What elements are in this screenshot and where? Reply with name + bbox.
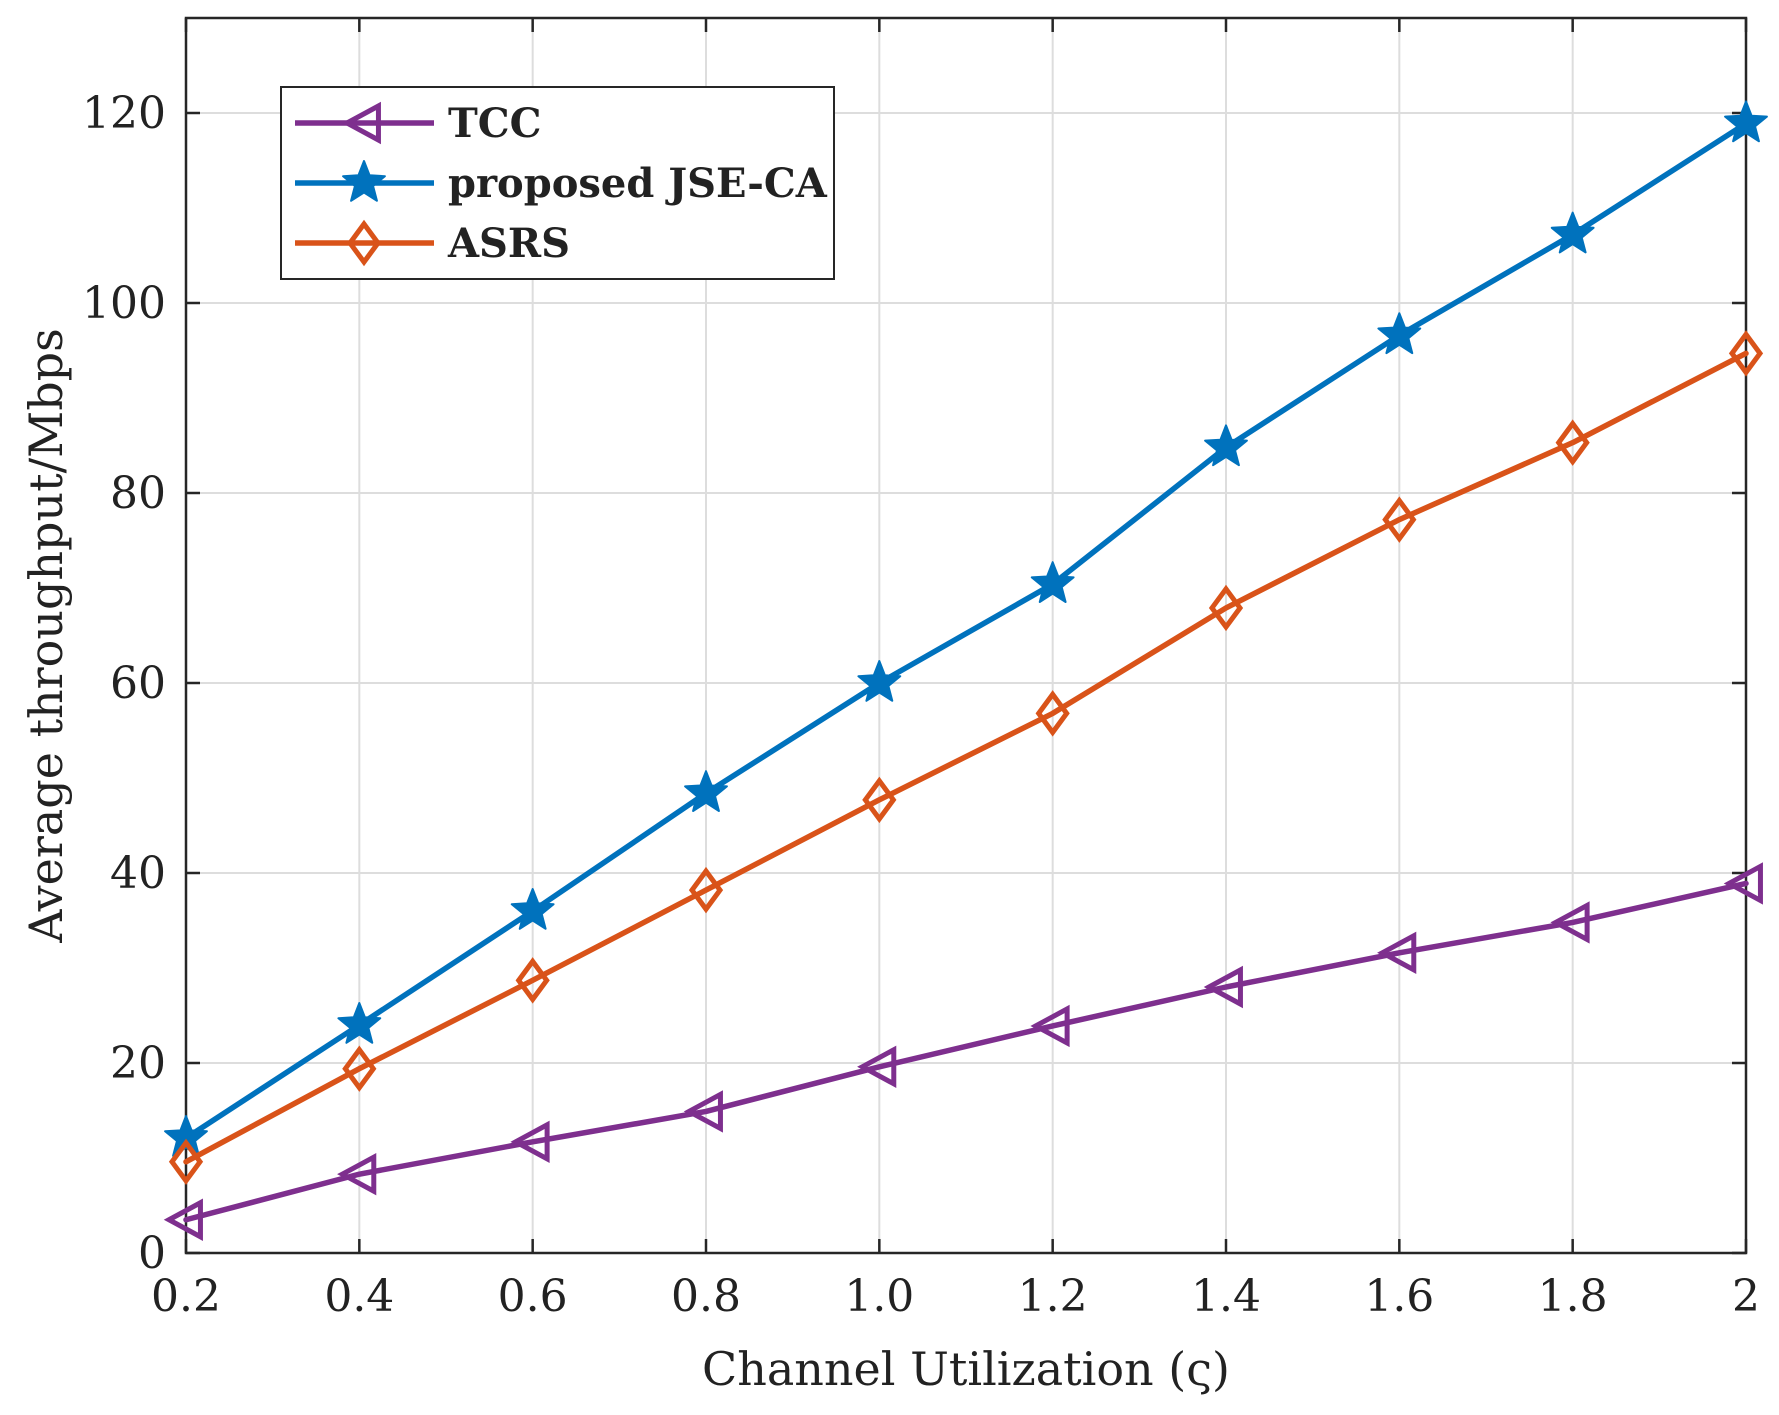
data-point (337, 1002, 382, 1044)
data-point (1377, 931, 1417, 974)
data-point (1723, 862, 1763, 905)
series-line (183, 120, 1749, 1141)
x-tick-label: 0.2 (151, 1271, 221, 1322)
data-point (862, 776, 897, 824)
data-point (1035, 690, 1070, 737)
y-tick-label: 40 (110, 848, 166, 899)
x-tick-label: 1.2 (1018, 1271, 1088, 1322)
y-tick-label: 60 (110, 658, 166, 709)
series-tcc (163, 862, 1763, 1241)
data-point (1377, 312, 1422, 355)
data-point (168, 1138, 204, 1186)
data-point (1728, 330, 1764, 377)
data-point (1555, 419, 1590, 466)
series-proposed-jse-ca (164, 100, 1768, 1157)
data-point (683, 1090, 723, 1133)
series-asrs (168, 330, 1764, 1186)
legend-label: ASRS (447, 220, 570, 267)
axis-ticks: 0.2 0.4 0.6 0.8 1.0 1.2 1.4 1.6 1.8 2020406080100… (82, 18, 1760, 1322)
y-tick-label: 20 (110, 1038, 166, 1089)
data-point (684, 770, 728, 812)
x-tick-label: 1.8 (1538, 1271, 1608, 1322)
x-axis-title: Channel Utilization (ς) (702, 1342, 1230, 1396)
data-point (342, 1045, 377, 1092)
legend-marker (346, 219, 382, 267)
data-point (857, 660, 902, 702)
data-point (1382, 496, 1417, 543)
data-point (510, 888, 555, 930)
data-point (857, 1045, 897, 1088)
data-point (164, 1115, 208, 1157)
data-point (337, 1152, 377, 1196)
data-point (1208, 584, 1244, 632)
y-tick-label: 80 (110, 468, 166, 519)
data-point (688, 866, 724, 914)
y-tick-label: 0 (138, 1228, 166, 1279)
x-tick-label: 1.0 (844, 1271, 914, 1322)
x-tick-label: 2 (1732, 1271, 1760, 1322)
data-point (1550, 901, 1590, 944)
data-point (1203, 965, 1243, 1009)
plot-frame (184, 16, 1748, 1255)
data-point (1204, 424, 1248, 467)
x-tick-label: 0.6 (498, 1271, 568, 1322)
x-tick-label: 1.6 (1364, 1271, 1434, 1322)
x-tick-label: 0.8 (671, 1271, 741, 1322)
data-point (1724, 100, 1768, 143)
data-point (1030, 561, 1075, 603)
legend-label: proposed JSE-CA (448, 160, 828, 207)
y-tick-label: 100 (82, 278, 166, 329)
data-point (1030, 1004, 1070, 1048)
data-point (1550, 211, 1595, 254)
x-tick-label: 1.4 (1191, 1271, 1261, 1322)
data-point (510, 1120, 550, 1164)
data-point (163, 1198, 203, 1241)
y-tick-label: 120 (82, 88, 166, 139)
series-line (183, 880, 1749, 1223)
legend: TCC proposed JSE-CA ASRS (280, 86, 835, 280)
data-point (515, 957, 550, 1004)
legend-marker (342, 160, 386, 202)
y-axis-title: Average throughput/Mbps (19, 328, 73, 943)
legend-label: TCC (448, 100, 541, 147)
series-group (163, 100, 1768, 1241)
x-tick-label: 0.4 (324, 1271, 394, 1322)
legend-marker (341, 101, 381, 145)
series-line (183, 350, 1749, 1165)
